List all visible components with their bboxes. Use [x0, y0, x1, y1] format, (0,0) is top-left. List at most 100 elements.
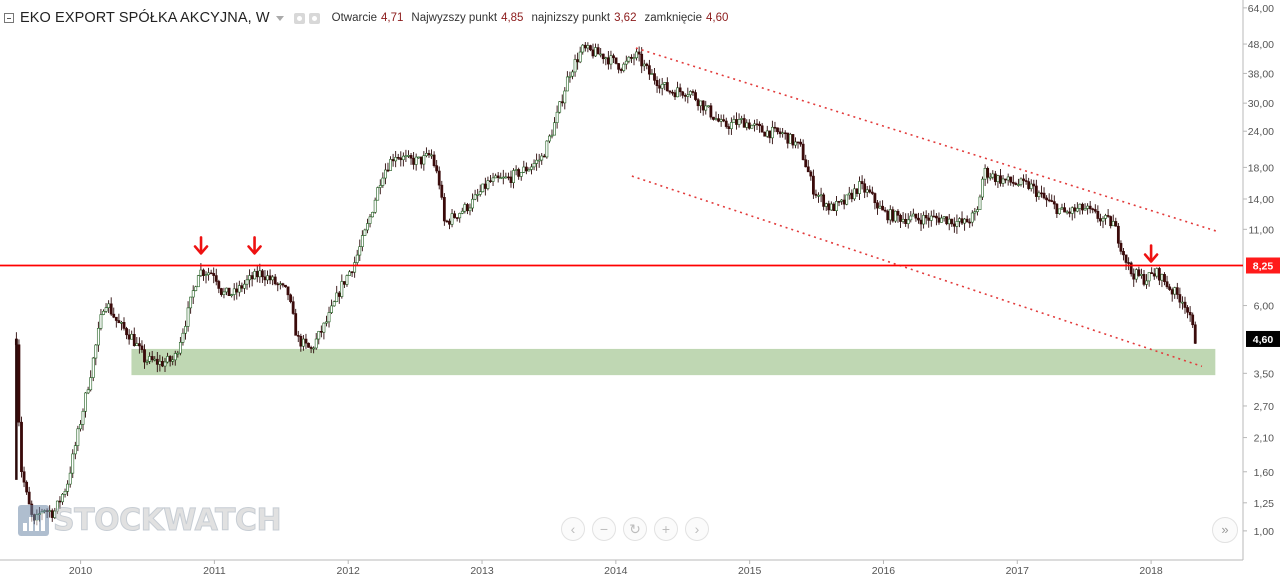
candle-down [999, 175, 1002, 184]
candle-down [791, 134, 795, 146]
minus-icon[interactable]: − [592, 517, 616, 541]
candle-down [968, 221, 972, 224]
low-value: 3,62 [614, 12, 637, 24]
candle-up [81, 410, 85, 425]
settings-icon[interactable] [293, 12, 305, 24]
candle-down [212, 273, 216, 276]
candle-down [1055, 203, 1059, 214]
candle-down [612, 55, 615, 59]
candle-up [1086, 205, 1090, 209]
candle-down [542, 155, 546, 158]
candle-down [386, 169, 390, 172]
candle-down [691, 91, 695, 93]
candle-up [230, 294, 234, 296]
candle-up [1029, 183, 1033, 189]
candle-down [127, 334, 131, 340]
candle-down [601, 53, 605, 60]
candle-down [678, 87, 682, 93]
candle-down [683, 95, 687, 97]
candles-group [14, 42, 1197, 526]
candle-down [143, 349, 146, 363]
candle-up [706, 105, 710, 108]
candle-down [17, 344, 21, 423]
dropdown-icon[interactable] [275, 15, 284, 21]
chevron-right-icon[interactable]: › [685, 517, 709, 541]
candle-up [911, 213, 915, 217]
candle-up [55, 500, 59, 512]
candle-down [763, 131, 767, 137]
candle-up [1111, 221, 1115, 227]
candle-down [391, 159, 395, 162]
candle-down [876, 202, 879, 209]
candle-down [1088, 205, 1092, 210]
candle-up [325, 321, 328, 324]
candle-up [765, 130, 769, 137]
candle-down [1170, 289, 1174, 295]
candle-down [409, 155, 413, 159]
candle-down [891, 209, 895, 222]
candle-up [245, 279, 249, 285]
candle-up [522, 166, 526, 173]
candle-down [694, 92, 697, 100]
candle-down [281, 283, 285, 286]
candle-down [927, 217, 931, 221]
candle-up [184, 326, 187, 334]
candle-down [653, 73, 656, 81]
candle-down [1152, 273, 1156, 277]
candle-down [809, 171, 813, 177]
candle-up [68, 472, 72, 485]
candle-down [883, 209, 887, 212]
candle-down [1011, 181, 1015, 184]
reset-icon[interactable]: ↻ [623, 517, 647, 541]
candle-down [1163, 274, 1166, 282]
chart-header: EKO EXPORT SPÓŁKA AKCYJNA, W Otwarcie 4,… [4, 8, 728, 28]
candle-up [737, 119, 741, 125]
candle-down [509, 176, 513, 183]
candle-up [460, 210, 464, 214]
x-tick-label: 2014 [604, 565, 628, 577]
candle-up [1006, 176, 1010, 181]
candle-down [606, 57, 610, 65]
candle-up [312, 347, 316, 350]
candle-up [558, 101, 562, 113]
candle-up [178, 342, 182, 354]
candle-up [368, 216, 372, 224]
candle-up [158, 360, 162, 365]
candle-up [550, 134, 554, 137]
candle-down [709, 105, 713, 118]
close-value: 4,60 [706, 12, 729, 24]
candle-down [1027, 181, 1031, 189]
candle-up [378, 185, 382, 188]
candle-up [363, 229, 367, 236]
x-tick-label: 2012 [337, 565, 361, 577]
candle-up [84, 392, 87, 412]
candle-up [225, 287, 228, 293]
candle-down [466, 204, 469, 212]
candle-up [476, 194, 480, 196]
visibility-icon[interactable] [308, 12, 320, 24]
candle-down [286, 286, 290, 296]
candle-up [271, 276, 275, 281]
candle-up [622, 63, 626, 71]
candle-down [50, 510, 54, 518]
candle-down [1050, 200, 1054, 202]
red-arrow-down-icon [193, 236, 209, 255]
instrument-title: EKO EXPORT SPÓŁKA AKCYJNA, W [20, 10, 270, 26]
candle-up [594, 47, 597, 57]
candle-down [822, 194, 826, 207]
candle-down [25, 481, 29, 493]
chevron-left-icon[interactable]: ‹ [561, 517, 585, 541]
x-tick-label: 2013 [470, 565, 494, 577]
candle-down [645, 63, 649, 66]
plus-icon[interactable]: + [654, 517, 678, 541]
candle-down [773, 126, 777, 129]
candle-up [1017, 184, 1020, 186]
candle-up [663, 82, 667, 85]
candle-up [853, 188, 856, 200]
candle-up [991, 173, 995, 178]
candle-down [1093, 209, 1097, 212]
candle-down [1099, 218, 1102, 222]
collapse-icon[interactable] [4, 13, 14, 23]
scroll-to-latest-icon[interactable]: » [1212, 517, 1238, 543]
y-tick-label: 11,00 [1249, 224, 1275, 236]
